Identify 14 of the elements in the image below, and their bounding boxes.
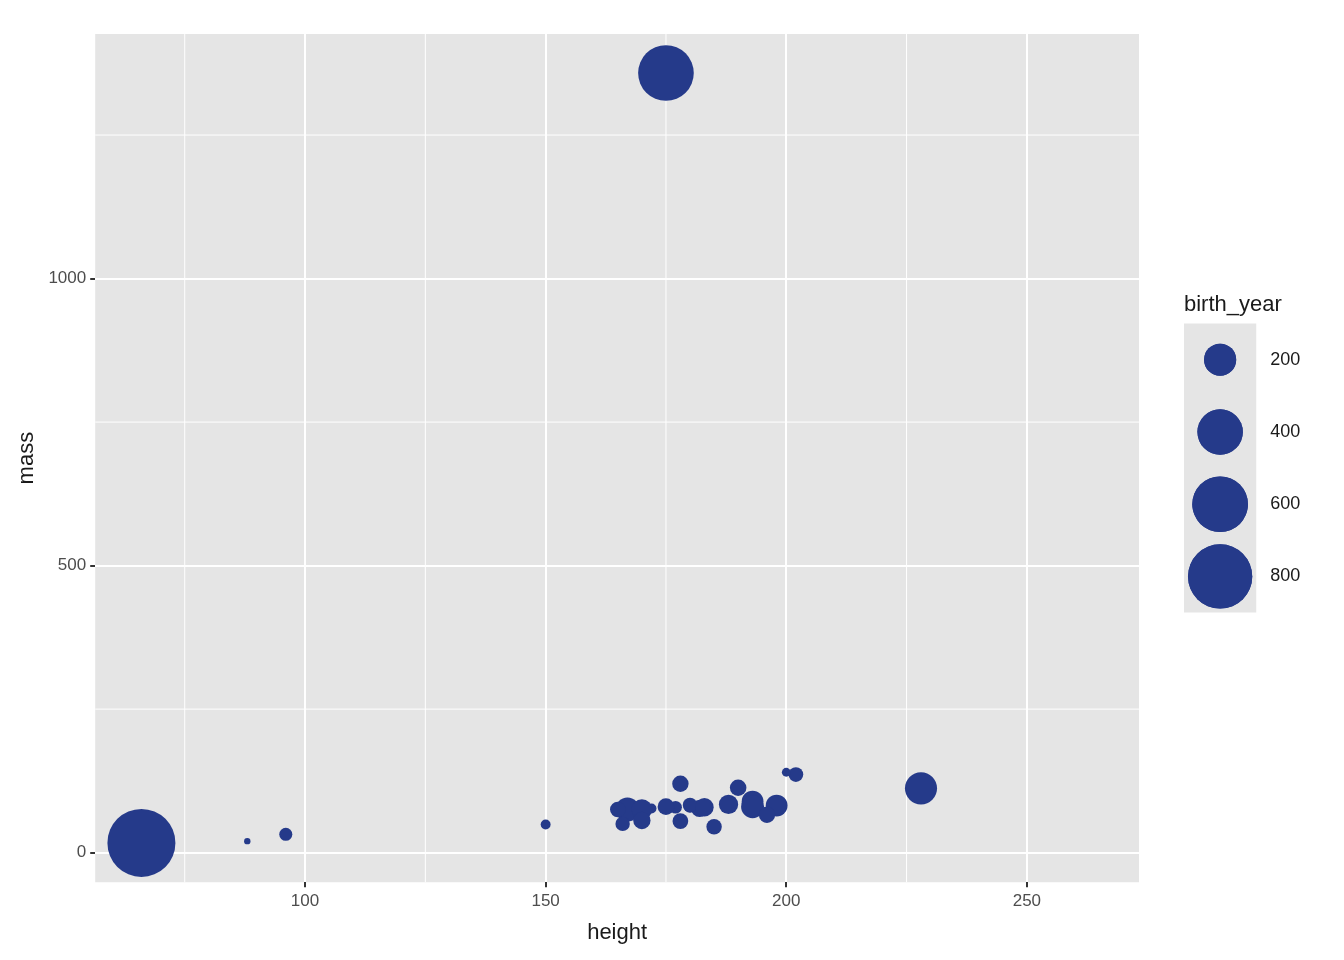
x-axis-title: height	[587, 918, 648, 944]
legend-label: 400	[1270, 420, 1301, 441]
y-tick-label: 0	[76, 842, 87, 862]
legend-label: 800	[1270, 565, 1301, 586]
legend-title: birth_year	[1184, 290, 1282, 316]
y-tick-label: 500	[57, 555, 87, 575]
x-tick-label: 250	[1012, 891, 1042, 911]
x-tick-label: 100	[290, 891, 320, 911]
legend-label: 200	[1270, 348, 1301, 369]
legend-label: 600	[1270, 493, 1301, 514]
x-tick-label: 150	[531, 891, 560, 911]
y-axis-title: mass	[13, 431, 39, 485]
y-tick-label: 1000	[48, 268, 87, 288]
x-tick-label: 200	[772, 891, 801, 911]
